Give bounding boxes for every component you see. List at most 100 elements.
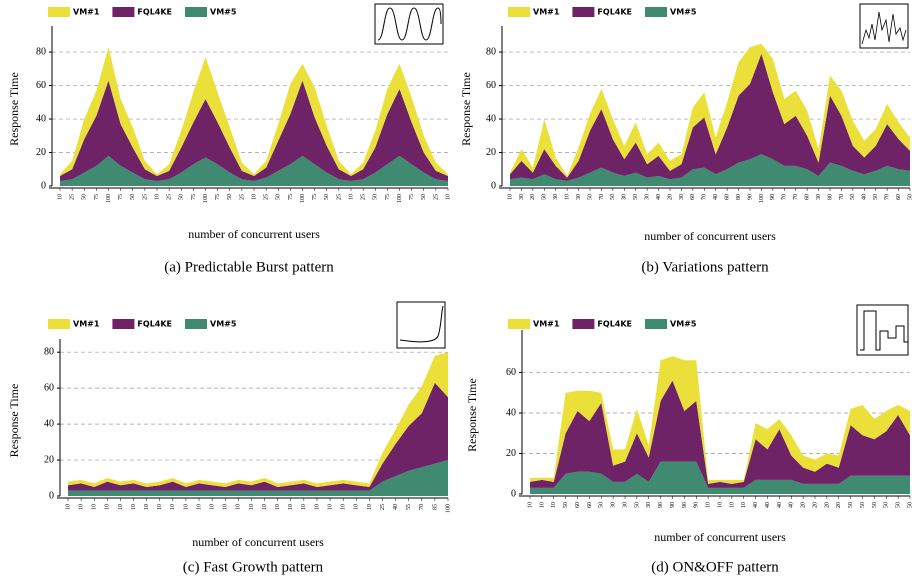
x-tick-label: 50 [324,194,330,200]
y-tick-label: 20 [506,448,516,459]
x-tick-label: 100 [759,194,765,203]
x-tick-label: 75 [215,194,221,200]
y-tick-label: 40 [506,407,516,418]
inset-curve [377,7,442,41]
legend-swatch [48,7,70,17]
legend-swatch [112,7,135,17]
legend-label: FQL4KE [597,8,632,17]
x-tick-label: 60 [690,194,696,200]
x-tick-label: 50 [82,194,88,200]
stacked-area [530,380,910,488]
legend-label: VM#1 [533,320,560,329]
chart-panel: 0 20 40 60 10 10 10 50 60 60 50 30 30 50 30 90 90 90 90 10 1… [465,319,912,575]
legend-swatch [185,319,208,329]
x-tick-label: 10 [157,504,163,510]
x-tick-label: 10 [154,194,160,200]
x-tick-label: 75 [288,194,294,200]
x-tick-label: 30 [576,194,582,200]
x-tick-label: 70 [839,194,845,200]
x-tick-label: 10 [706,502,712,508]
x-tick-label: 10 [183,504,189,510]
y-axis-label: Response Time [7,384,21,458]
x-tick-label: 10 [565,194,571,200]
x-tick-label: 10 [354,504,360,510]
x-tick-label: 50 [542,194,548,200]
inset-curve [399,305,444,343]
x-tick-label: 20 [667,194,673,200]
stacked-area [510,53,910,181]
x-tick-label: 10 [249,504,255,510]
x-tick-label: 100 [300,194,306,203]
x-tick-label: 25 [142,194,148,200]
x-axis-label: number of concurrent users [188,227,320,241]
x-tick-label: 10 [275,504,281,510]
legend-label: VM#1 [73,8,100,17]
y-tick-label: 40 [44,418,54,429]
x-tick-label: 25 [264,194,270,200]
x-tick-label: 90 [670,502,676,508]
caption: (c) Fast Growth pattern [183,559,324,575]
caption: (b) Variations pattern [641,259,769,275]
inset-curve [860,310,908,351]
legend-label: VM#5 [670,320,697,329]
x-tick-label: 10 [539,502,545,508]
x-tick-label: 50 [599,502,605,508]
x-tick-label: 10 [105,504,111,510]
x-tick-label: 70 [702,194,708,200]
x-tick-label: 10 [445,194,451,200]
y-tick-label: 40 [486,113,496,124]
x-tick-label: 10 [170,504,176,510]
x-tick-label: 25 [70,194,76,200]
x-tick-label: 50 [587,194,593,200]
x-tick-label: 50 [634,502,640,508]
x-tick-label: 50 [373,194,379,200]
x-tick-label: 80 [736,194,742,200]
y-tick-label: 80 [36,46,46,57]
caption: (a) Predictable Burst pattern [164,259,334,275]
y-tick-label: 60 [486,80,496,91]
legend-swatch [572,7,595,17]
x-axis-label: number of concurrent users [192,535,324,549]
y-tick-label: 0 [491,180,496,191]
x-tick-label: 10 [741,502,747,508]
y-tick-label: 0 [41,180,46,191]
inset-box [396,301,446,349]
x-tick-label: 50 [896,502,902,508]
x-tick-label: 50 [850,194,856,200]
y-tick-label: 60 [44,382,54,393]
x-tick-label: 100 [106,194,112,203]
x-tick-label: 50 [633,194,639,200]
legend-label: FQL4KE [597,320,632,329]
x-tick-label: 10 [118,504,124,510]
y-tick-label: 60 [506,367,516,378]
legend-swatch [48,319,70,329]
x-tick-label: 70 [419,504,425,510]
x-tick-label: 10 [348,194,354,200]
chart-panel: 0 20 40 60 80 10 10 10 10 10 10 10 10 10 10 10 10 10 10 10 1… [7,319,451,575]
x-tick-label: 30 [679,194,685,200]
x-tick-label: 10 [78,504,84,510]
x-tick-label: 10 [527,502,533,508]
x-tick-label: 50 [610,194,616,200]
legend-label: VM#1 [73,320,100,329]
legend-swatch [508,7,530,17]
x-tick-label: 40 [765,502,771,508]
x-tick-label: 10 [314,504,320,510]
x-tick-label: 50 [907,502,912,508]
x-tick-label: 100 [203,194,209,203]
x-tick-label: 70 [885,194,891,200]
x-tick-label: 20 [824,502,830,508]
x-tick-label: 75 [94,194,100,200]
x-tick-label: 85 [432,504,438,510]
x-tick-label: 50 [227,194,233,200]
x-axis-label: number of concurrent users [644,229,776,243]
x-tick-label: 75 [312,194,318,200]
chart-panel: 0 20 40 60 80 10 30 20 50 30 10 30 50 70 50 30 50 30 40 20 3… [459,7,912,275]
x-tick-label: 10 [262,504,268,510]
y-tick-label: 80 [44,346,54,357]
legend-label: VM#5 [210,8,237,17]
x-tick-label: 50 [130,194,136,200]
x-tick-label: 30 [611,502,617,508]
x-tick-label: 100 [445,504,451,513]
